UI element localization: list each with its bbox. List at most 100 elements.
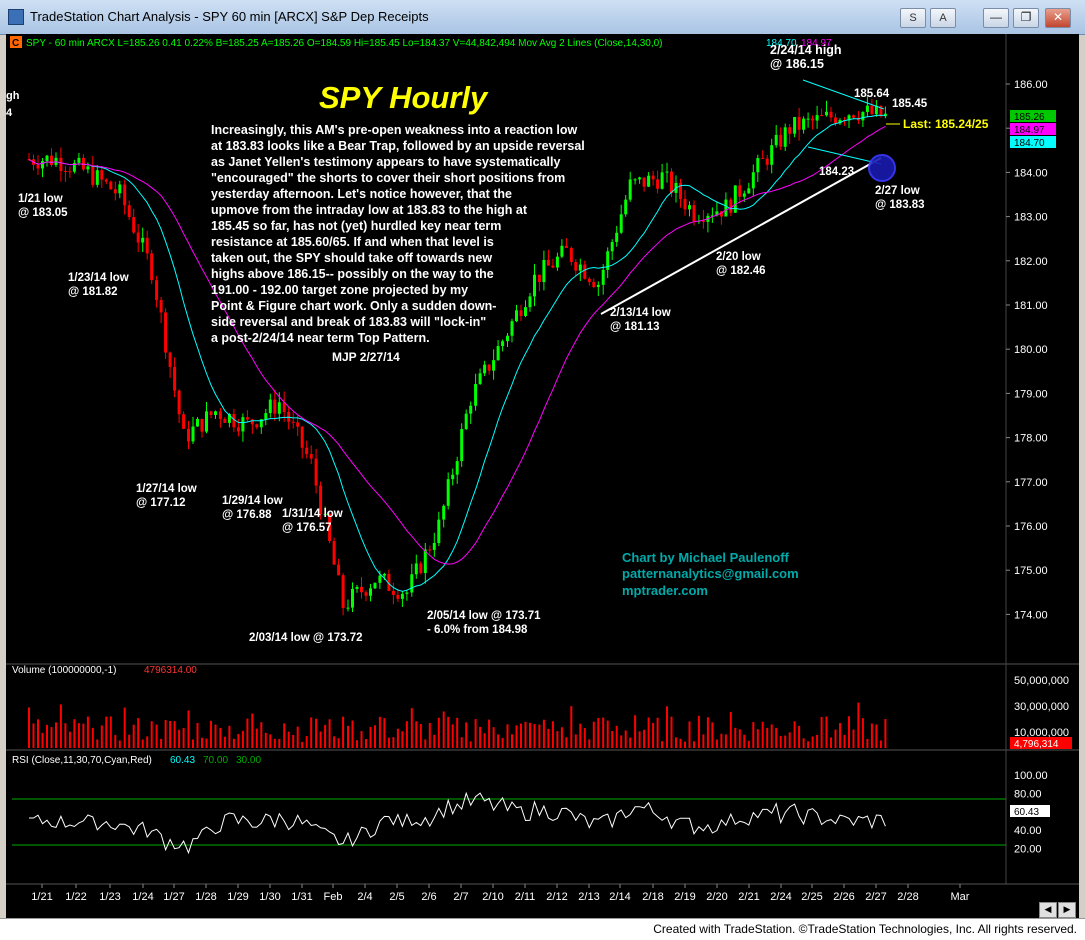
price-axis-label: 182.00 (1014, 256, 1048, 268)
price-bar-body (81, 157, 85, 170)
volume-bar (228, 725, 231, 748)
volume-bar (105, 716, 108, 748)
analysis-link-button[interactable]: A (930, 8, 956, 28)
restore-button[interactable]: ❐ (1013, 8, 1039, 28)
price-bar-body (328, 513, 332, 542)
volume-bar (752, 722, 755, 748)
volume-bar (201, 737, 203, 748)
price-bar-body (510, 321, 514, 336)
price-bar-body (806, 118, 810, 120)
chart-window[interactable]: C SPY - 60 min ARCX L=185.26 0.41 0.22% … (6, 34, 1079, 918)
volume-bar (251, 713, 254, 748)
date-axis-label: 1/23 (99, 891, 120, 903)
volume-bar (182, 728, 185, 748)
price-bar-body (683, 198, 687, 210)
price-bar-body (141, 237, 145, 243)
volume-bar (192, 739, 194, 748)
volume-axis-label: 30,000,000 (1014, 701, 1069, 713)
volume-bar (720, 733, 723, 748)
price-chart[interactable]: C SPY - 60 min ARCX L=185.26 0.41 0.22% … (6, 34, 1079, 918)
price-bar-body (241, 417, 245, 432)
volume-bars (28, 702, 887, 748)
price-bar-body (405, 592, 409, 594)
price-bar-body (387, 573, 391, 591)
price-bar-body (455, 461, 459, 475)
price-bar-body (820, 115, 824, 117)
price-bar-body (45, 155, 49, 162)
price-bar-body (150, 253, 154, 281)
price-bar-body (834, 117, 837, 124)
price-bar-body (177, 390, 181, 415)
volume-bar (305, 736, 308, 748)
commentary-line: a post-2/24/14 near term Top Pattern. (211, 331, 430, 345)
volume-bar (565, 737, 568, 748)
price-bar-body (451, 474, 455, 480)
volume-bar (465, 722, 468, 748)
price-annotation: 1/29/14 low (222, 495, 283, 507)
price-bar-body (469, 405, 473, 414)
rsi-oversold: 30.00 (236, 755, 261, 766)
volume-bar (724, 734, 727, 748)
price-annotation: 1/21 low (18, 193, 63, 205)
price-annotation: 1/27/14 low (136, 483, 197, 495)
volume-bar (173, 721, 176, 748)
volume-bar (86, 716, 89, 748)
price-annotation: @ 177.12 (136, 497, 186, 509)
volume-bar (460, 737, 463, 748)
price-bar-body (109, 181, 113, 190)
volume-badge (1010, 737, 1072, 749)
price-bar-body (592, 281, 596, 288)
price-bar-body (209, 411, 213, 416)
volume-bar (634, 715, 637, 748)
volume-bar (410, 708, 413, 748)
rsi-line (29, 791, 886, 855)
rsi-axis-label: 40.00 (1014, 825, 1042, 837)
price-bar-body (364, 592, 368, 596)
price-bar-body (305, 447, 309, 455)
minimize-button[interactable]: — (983, 8, 1009, 28)
last-price-label: Last: 185.24/25 (903, 117, 989, 131)
volume-bar (602, 717, 605, 748)
price-axis-label: 177.00 (1014, 477, 1048, 489)
volume-bar (615, 725, 618, 748)
close-button[interactable]: ✕ (1045, 8, 1071, 28)
volume-bar (396, 728, 399, 748)
volume-bar (64, 723, 67, 748)
price-bar-body (191, 426, 195, 442)
chart-heading: SPY Hourly (319, 80, 489, 115)
price-bar-body (250, 419, 254, 425)
volume-bar (830, 737, 832, 748)
volume-bar (697, 715, 700, 748)
symbol-link-button[interactable]: S (900, 8, 926, 28)
volume-bar (405, 721, 408, 748)
price-badge (1010, 123, 1056, 135)
price-annotation: 185.64 (854, 88, 890, 100)
price-bar-body (291, 421, 295, 423)
ma-fast-value: 184.70 (766, 38, 797, 49)
volume-bar (196, 722, 199, 748)
price-bar-body (537, 274, 541, 283)
date-axis-label: 2/6 (421, 891, 436, 903)
volume-bar (756, 729, 759, 748)
volume-bar (246, 718, 249, 748)
price-annotation: @ 182.46 (716, 265, 766, 277)
volume-bar (114, 735, 117, 748)
volume-bar (278, 738, 281, 748)
price-bar-body (733, 185, 737, 213)
price-bar-body (724, 199, 728, 217)
volume-bar (715, 739, 718, 748)
date-axis-label: Feb (324, 891, 343, 903)
price-bar-body (182, 414, 186, 429)
volume-bar (551, 721, 554, 748)
date-axis-label: 2/4 (357, 891, 372, 903)
scroll-left-button[interactable]: ◀ (1039, 902, 1057, 918)
price-axis-label: 181.00 (1014, 300, 1048, 312)
price-bar-body (282, 402, 286, 412)
volume-bar (879, 740, 882, 748)
volume-bar (342, 716, 345, 748)
volume-bar (497, 734, 500, 748)
scroll-right-button[interactable]: ▶ (1058, 902, 1076, 918)
date-axis-label: 2/10 (482, 891, 503, 903)
moving-average-line (28, 114, 886, 592)
price-bar-body (442, 505, 446, 520)
